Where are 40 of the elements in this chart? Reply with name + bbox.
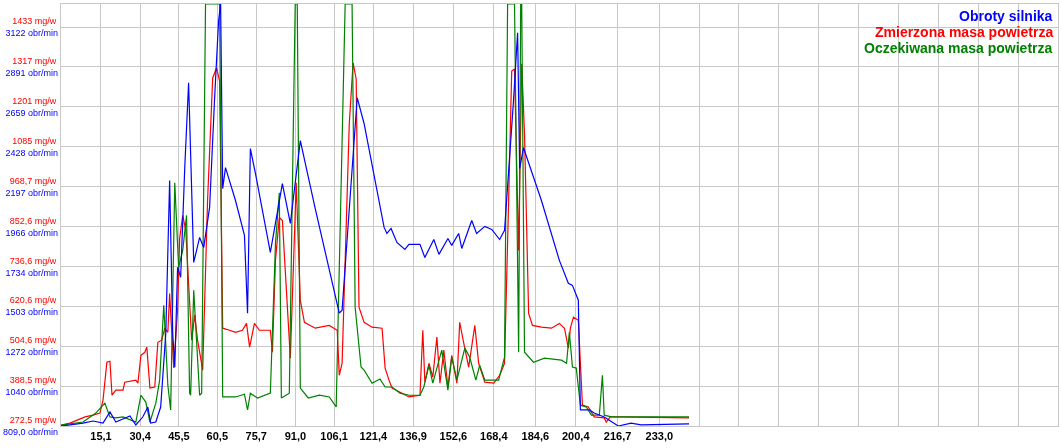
y2-tick-label: 1734 obr/min	[5, 267, 58, 278]
text: Oczekiwana masa powietrza	[864, 40, 1053, 56]
x-tick-label: 184,6	[521, 430, 550, 443]
y2-tick-label: 1503 obr/min	[5, 307, 58, 318]
text: Obroty silnika	[959, 8, 1053, 24]
x-tick-label: 15,1	[90, 430, 112, 443]
y2-tick-label: 3122 obr/min	[5, 28, 58, 39]
y-tick-label: 272,5 mg/w	[9, 415, 57, 426]
y2-tick-label: 2428 obr/min	[5, 147, 58, 158]
y2-tick-label: 2891 obr/min	[5, 67, 58, 78]
x-tick-label: 121,4	[359, 430, 388, 443]
y2-tick-label: 1966 obr/min	[5, 227, 58, 238]
x-tick-label: 216,7	[603, 430, 632, 443]
x-tick-label: 91,0	[284, 430, 307, 443]
y-tick-label: 1201 mg/w	[12, 95, 57, 106]
y-tick-label: 620,6 mg/w	[9, 295, 57, 306]
x-tick-label: 136,9	[399, 430, 427, 443]
y2-tick-label: 809,0 obr/min	[2, 427, 58, 438]
y-tick-label: 736,6 mg/w	[9, 255, 57, 266]
y-tick-label: 968,7 mg/w	[9, 175, 57, 186]
x-tick-label: 60,5	[206, 430, 229, 443]
y2-tick-label: 1040 obr/min	[5, 387, 58, 398]
y2-tick-label: 2197 obr/min	[5, 187, 58, 198]
x-tick-label: 152,6	[439, 430, 468, 443]
x-tick-label: 75,7	[245, 430, 267, 443]
x-tick-label: 233,0	[645, 430, 674, 443]
x-tick-label: 45,5	[168, 430, 190, 443]
y-tick-label: 1433 mg/w	[12, 16, 57, 27]
y-tick-label: 504,6 mg/w	[9, 335, 57, 346]
y-tick-label: 1085 mg/w	[12, 135, 57, 146]
x-tick-label: 200,4	[562, 430, 591, 443]
text: Zmierzona masa powietrza	[875, 24, 1054, 40]
y-tick-label: 1317 mg/w	[12, 56, 57, 67]
x-tick-label: 30,4	[129, 430, 152, 443]
y2-tick-label: 1272 obr/min	[5, 347, 58, 358]
y-tick-label: 852,6 mg/w	[9, 215, 57, 226]
y-tick-label: 388,5 mg/w	[9, 375, 57, 386]
x-tick-label: 106,1	[320, 430, 348, 443]
y2-tick-label: 2659 obr/min	[5, 107, 58, 118]
x-tick-label: 168,4	[480, 430, 509, 443]
